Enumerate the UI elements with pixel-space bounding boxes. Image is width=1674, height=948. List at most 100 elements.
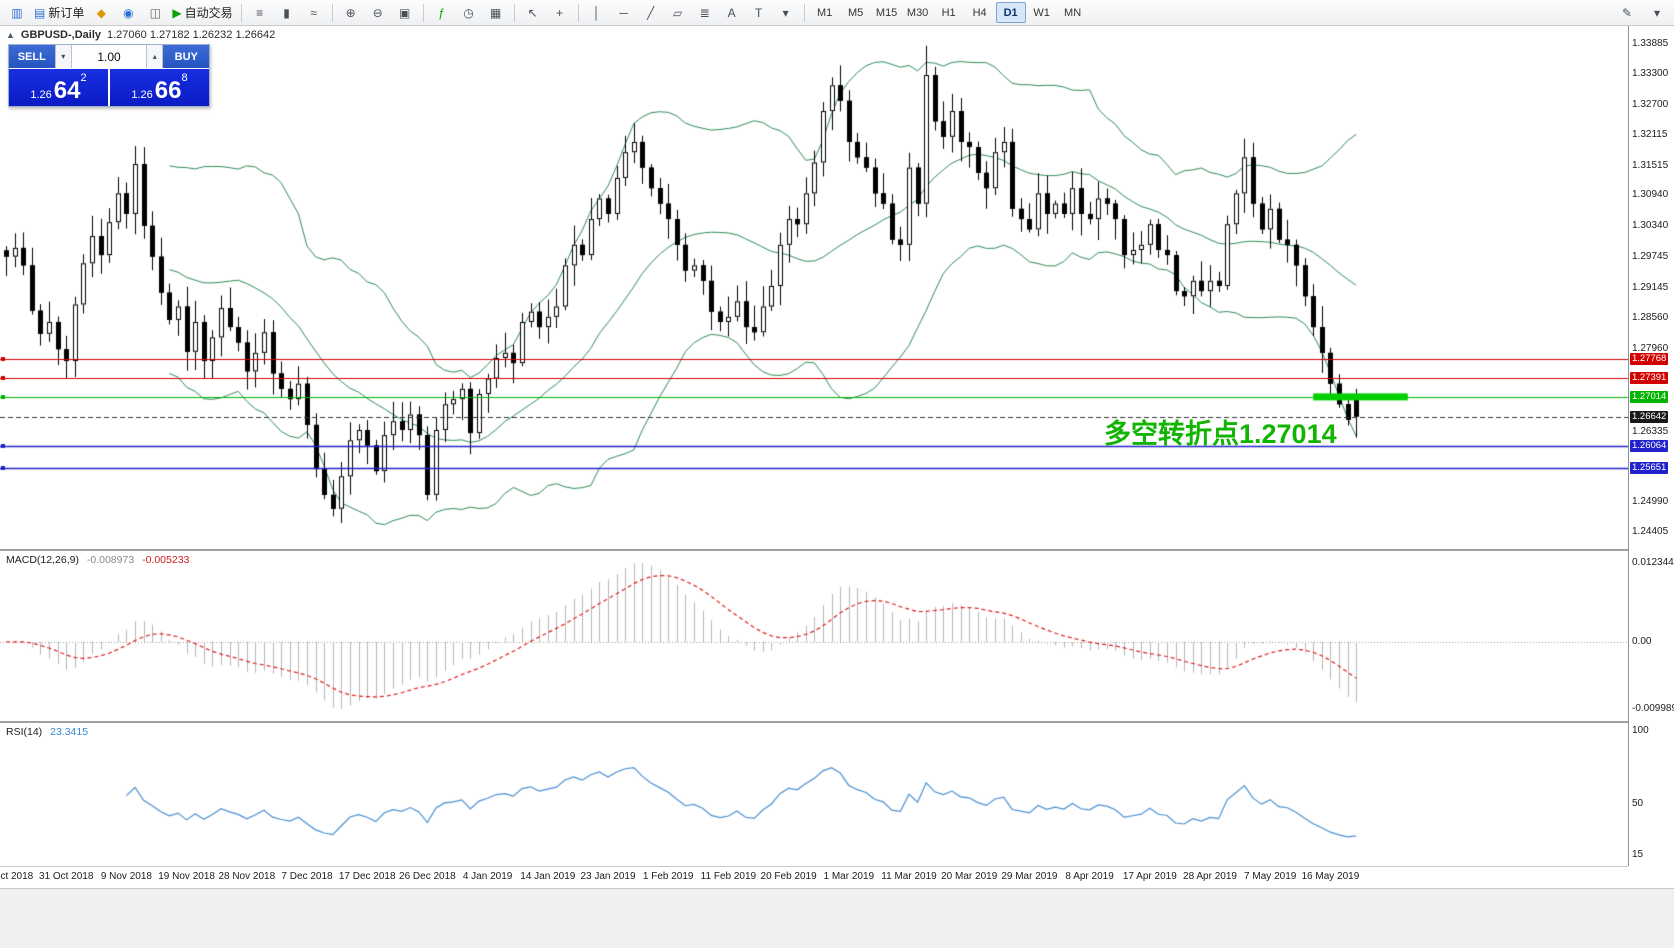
date-axis-label: 20 Feb 2019	[760, 871, 817, 882]
date-axis-label: 31 Oct 2018	[38, 871, 94, 882]
date-axis-label: 28 Nov 2018	[218, 871, 276, 882]
macd-axis-label: -0.009989	[1632, 703, 1674, 714]
data-window-icon[interactable]: ◉	[123, 5, 134, 20]
hline-price-label[interactable]: 1.27014	[1630, 391, 1669, 404]
macd-chart-canvas[interactable]	[0, 551, 1628, 721]
toolbar-separator	[803, 3, 805, 22]
price-axis-label: 1.33300	[1632, 68, 1669, 79]
date-axis-label: 19 Nov 2018	[158, 871, 215, 882]
price-axis-label: 1.33885	[1632, 37, 1669, 49]
date-axis-label: 26 Dec 2018	[399, 871, 456, 882]
edit-pencil-icon[interactable]: ✎	[1621, 5, 1633, 20]
toolbar-separator	[513, 3, 515, 22]
buy-price-prefix: 1.26	[131, 89, 153, 101]
timeframe-h1[interactable]: H1	[941, 6, 956, 19]
collapse-trade-panel-icon[interactable]: ▲	[6, 30, 15, 40]
price-axis-label: 1.29745	[1632, 250, 1669, 262]
macd-indicator-label: MACD(12,26,9) -0.008973 -0.005233	[6, 554, 189, 566]
vertical-line-tool-icon[interactable]: │	[592, 5, 601, 20]
new-order-button[interactable]: ▤ 新订单	[31, 3, 87, 23]
market-watch-icon[interactable]: ◆	[96, 5, 106, 20]
toolbar-more-dropdown-icon[interactable]: ▾	[1653, 5, 1661, 20]
buy-price-button[interactable]: 1.26 66 8	[110, 69, 209, 106]
sell-price-main: 64	[53, 77, 81, 104]
price-axis[interactable]: 1.33885 1.33300 1.32700 1.32115 1.31515 1.309…	[1628, 26, 1674, 866]
price-axis-label: 1.29145	[1632, 281, 1669, 293]
toolbar-separator	[422, 3, 424, 22]
rsi-axis-label: 50	[1632, 797, 1644, 809]
date-axis-label: 4 Jan 2019	[462, 871, 513, 882]
navigator-icon[interactable]: ◫	[149, 5, 162, 20]
price-axis-label: 1.32700	[1632, 98, 1669, 110]
hline-price-label[interactable]: 1.26064	[1630, 440, 1669, 453]
periods-icon[interactable]: ◷	[463, 5, 474, 20]
arrows-tool-icon[interactable]: ▾	[782, 5, 789, 20]
date-axis-label: 17 Dec 2018	[338, 871, 396, 882]
chart-window: ▲ GBPUSD-,Daily 1.27060 1.27182 1.26232 …	[0, 26, 1674, 948]
tile-windows-icon[interactable]: ▣	[398, 5, 411, 20]
rsi-chart-canvas[interactable]	[0, 723, 1628, 866]
autotrade-play-icon: ▶	[172, 5, 182, 20]
channel-tool-icon[interactable]: ▱	[672, 5, 683, 20]
trendline-tool-icon[interactable]: ╱	[646, 5, 655, 20]
fibonacci-tool-icon[interactable]: ≣	[699, 5, 710, 20]
date-axis-label: 17 Apr 2019	[1122, 871, 1177, 882]
price-axis-label: 1.30940	[1632, 189, 1669, 201]
timeframe-m30[interactable]: M30	[906, 6, 929, 19]
zoom-in-icon[interactable]: ⊕	[345, 5, 356, 20]
date-axis[interactable]: 22 Oct 2018 31 Oct 2018 9 Nov 2018 19 Nov 2…	[0, 866, 1628, 889]
templates-icon[interactable]: ▦	[489, 5, 502, 20]
horizontal-line-tool-icon[interactable]: ─	[619, 5, 628, 20]
panel-separator[interactable]	[0, 549, 1628, 551]
price-chart-canvas[interactable]	[0, 26, 1628, 549]
timeframe-mn[interactable]: MN	[1064, 6, 1082, 19]
buy-price-main: 66	[154, 77, 182, 104]
timeframe-m1[interactable]: M1	[816, 6, 833, 19]
timeframe-h4[interactable]: H4	[972, 6, 987, 19]
cursor-icon[interactable]: ↖	[527, 5, 538, 20]
timeframe-m5[interactable]: M5	[847, 6, 864, 19]
workspace-background	[0, 888, 1674, 948]
chart-header: ▲ GBPUSD-,Daily 1.27060 1.27182 1.26232 …	[6, 29, 275, 41]
one-click-trading-panel: SELL ▾ ▴ BUY 1.26 64 2 1.26 66 8	[8, 44, 210, 107]
sell-button[interactable]: SELL	[9, 45, 55, 68]
auto-trading-label: 自动交易	[184, 6, 233, 20]
timeframe-m15[interactable]: M15	[875, 6, 898, 19]
auto-trading-button[interactable]: ▶ 自动交易	[169, 3, 235, 23]
crosshair-icon[interactable]: +	[556, 5, 564, 20]
macd-main-value: -0.008973	[86, 554, 135, 566]
price-axis-label: 1.26335	[1632, 426, 1669, 438]
sell-price-button[interactable]: 1.26 64 2	[9, 69, 108, 106]
price-axis-label: 1.28560	[1632, 311, 1669, 323]
date-axis-label: 23 Jan 2019	[580, 871, 636, 882]
buy-price-pip: 8	[181, 72, 188, 84]
candlestick-chart-icon[interactable]: ▮	[283, 5, 290, 20]
hline-price-label[interactable]: 1.27768	[1630, 352, 1669, 365]
macd-signal-value: -0.005233	[142, 554, 190, 566]
date-axis-label: 20 Mar 2019	[941, 871, 998, 882]
line-chart-icon[interactable]: ≈	[310, 5, 317, 20]
volume-input[interactable]	[72, 45, 146, 68]
rsi-name: RSI(14)	[6, 726, 43, 738]
price-axis-label: 1.24405	[1632, 525, 1669, 537]
timeframe-w1[interactable]: W1	[1033, 6, 1050, 19]
volume-increase-button[interactable]: ▴	[146, 45, 164, 68]
hline-price-label[interactable]: 1.27391	[1630, 371, 1669, 384]
price-axis-label: 1.32115	[1632, 128, 1668, 140]
zoom-out-icon[interactable]: ⊖	[372, 5, 383, 20]
terminal-icon[interactable]: ▥	[11, 5, 23, 20]
date-axis-label: 11 Mar 2019	[881, 871, 937, 882]
bar-chart-icon[interactable]: ≡	[256, 5, 264, 20]
sell-price-pip: 2	[80, 72, 87, 84]
label-tool-icon[interactable]: T	[754, 5, 763, 20]
timeframe-d1[interactable]: D1	[995, 2, 1026, 23]
hline-price-label[interactable]: 1.25651	[1630, 461, 1669, 474]
volume-decrease-button[interactable]: ▾	[54, 45, 72, 68]
chart-annotation-text: 多空转折点1.27014	[1104, 419, 1337, 449]
indicators-icon[interactable]: ƒ	[438, 5, 445, 20]
text-tool-icon[interactable]: A	[727, 5, 736, 20]
panel-separator[interactable]	[0, 721, 1628, 723]
buy-button[interactable]: BUY	[163, 45, 209, 68]
macd-axis-label: 0.00	[1632, 636, 1652, 647]
price-axis-label: 1.27960	[1632, 342, 1669, 354]
